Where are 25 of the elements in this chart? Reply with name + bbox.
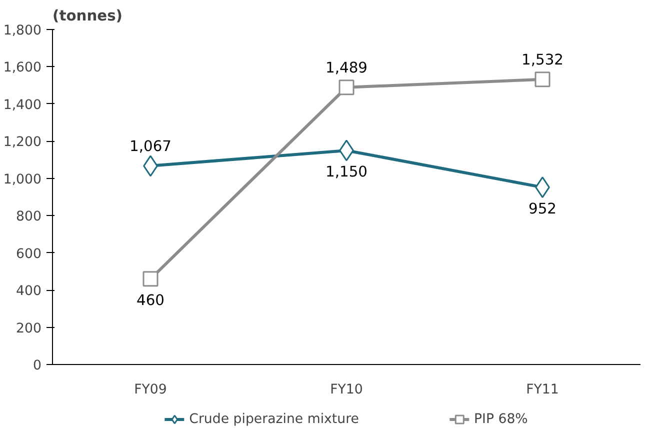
data-label: 1,489: [326, 59, 368, 76]
point: [534, 72, 550, 88]
y-tick-label: 1,800: [3, 24, 42, 38]
y-tick-label: 0: [33, 358, 42, 374]
y-tick-label: 400: [16, 284, 42, 300]
data-label: 460: [136, 292, 164, 309]
y-tick-label: 1,600: [3, 60, 42, 76]
point: [142, 271, 158, 287]
y-tick-label: 1,200: [3, 135, 42, 150]
y-tick-label: 600: [16, 246, 42, 262]
y-tick-label: 1,000: [3, 172, 42, 188]
x-tick-label: FY09: [134, 382, 167, 398]
data-label: 1,067: [130, 138, 172, 155]
x-tick-label: FY10: [330, 382, 363, 398]
data-label: 952: [528, 200, 556, 218]
legend-label: PIP 68%: [474, 412, 528, 426]
y-tick-label: 200: [16, 321, 42, 336]
y-tick-label: 1,400: [3, 98, 42, 113]
data-label: 1,532: [522, 51, 564, 68]
point: [338, 80, 354, 96]
data-label: 1,150: [326, 164, 368, 181]
y-tick-label: 800: [16, 210, 42, 225]
x-tick-label: FY11: [526, 382, 559, 398]
y-axis-title: (tonnes): [52, 8, 123, 24]
legend-label: Crude piperazine mixture: [189, 412, 359, 426]
